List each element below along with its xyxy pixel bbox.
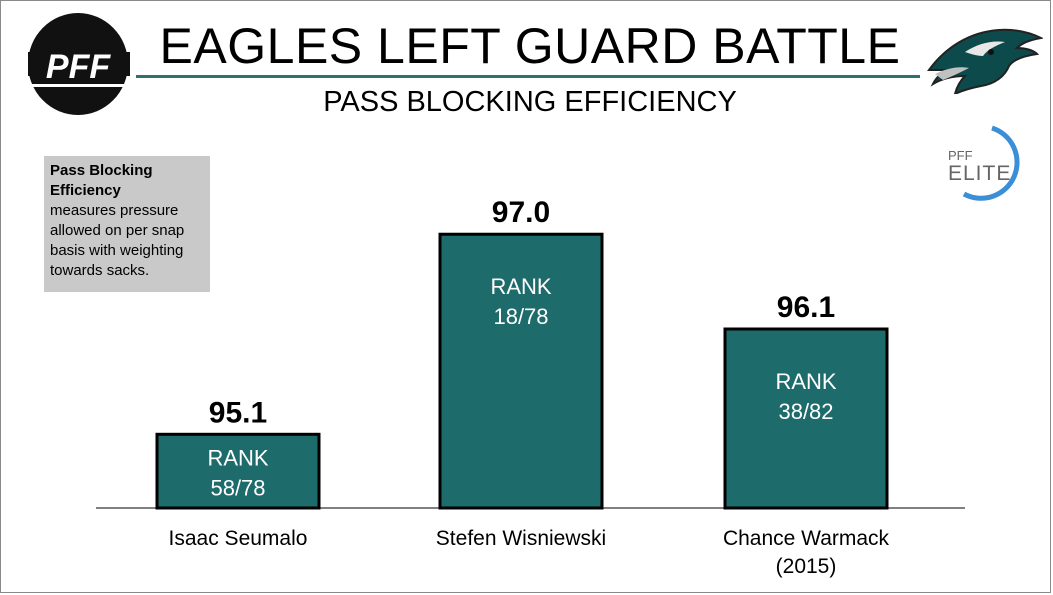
bar-rank-value: 58/78 xyxy=(210,475,265,500)
bar xyxy=(723,327,889,510)
bar-value-label: 95.1 xyxy=(209,396,267,429)
elite-badge-top: PFF xyxy=(948,148,973,163)
x-tick-label: Stefen Wisniewski xyxy=(435,527,607,550)
bar-rank-label: RANK xyxy=(775,369,836,394)
elite-badge-bottom: ELITE xyxy=(948,162,1011,185)
definition-heading: Pass Blocking Efficiency xyxy=(50,162,153,199)
bar-rank-label: RANK xyxy=(207,445,268,470)
page-title: EAGLES LEFT GUARD BATTLE xyxy=(159,18,901,74)
title-underline xyxy=(136,75,920,78)
bar-value-label: 96.1 xyxy=(777,291,835,324)
pff-logo: PFF xyxy=(28,13,130,115)
x-tick-label: Chance Warmack (2015) xyxy=(722,527,890,578)
pff-logo-text: PFF xyxy=(46,48,111,86)
bar-rank-value: 38/82 xyxy=(778,399,833,424)
chart-subtitle: PASS BLOCKING EFFICIENCY xyxy=(323,86,737,118)
bar-rank-label: RANK xyxy=(490,274,551,299)
bar xyxy=(438,232,604,510)
eagle-head-icon xyxy=(927,28,1043,94)
bar xyxy=(155,432,321,510)
x-tick-label: Isaac Seumalo xyxy=(168,527,308,550)
pff-elite-badge: PFF ELITE xyxy=(948,125,1020,201)
definition-box: Pass Blocking Efficiency measures pressu… xyxy=(44,156,210,292)
definition-body: measures pressure allowed on per snap ba… xyxy=(50,202,185,279)
bar-value-label: 97.0 xyxy=(492,196,550,229)
bar-rank-value: 18/78 xyxy=(493,304,548,329)
